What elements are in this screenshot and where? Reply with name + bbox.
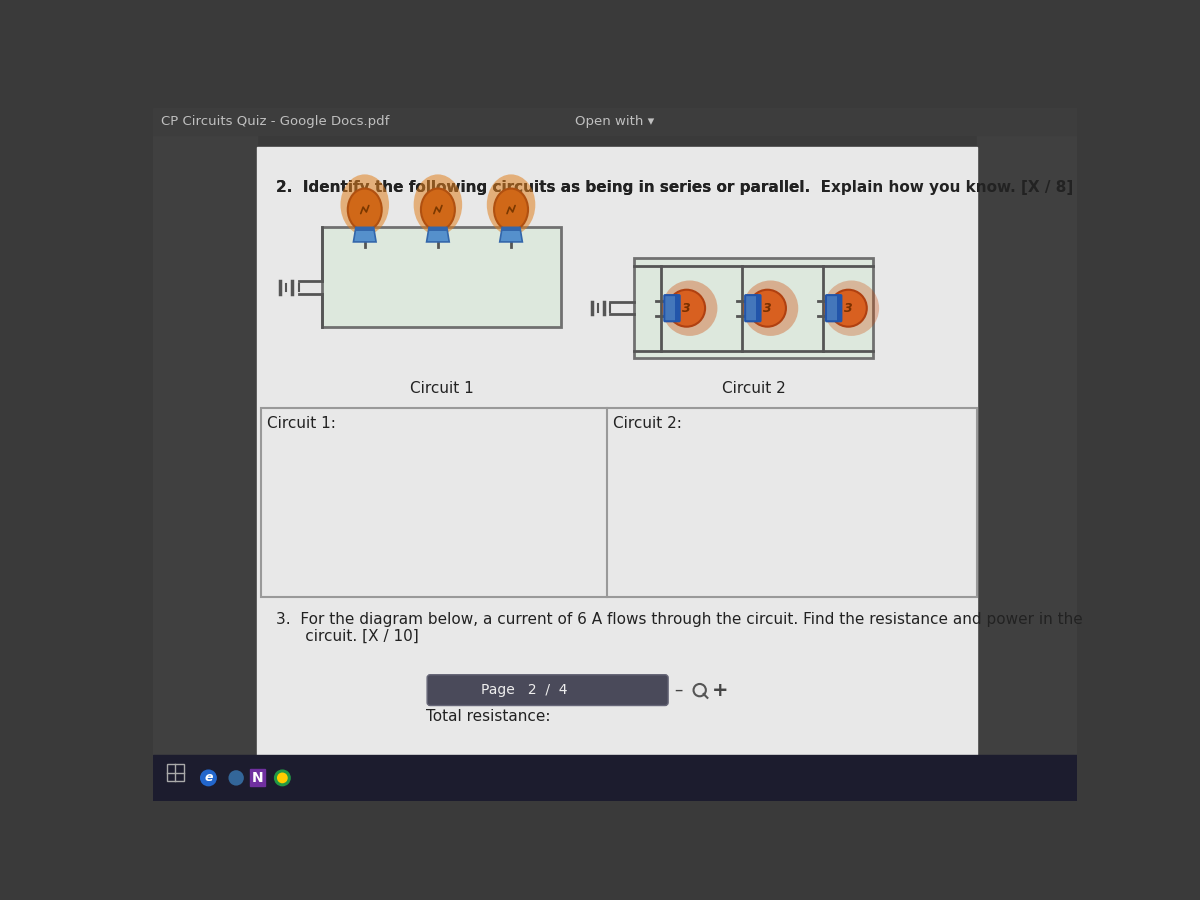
Bar <box>154 755 1078 801</box>
Bar <box>260 409 977 597</box>
Ellipse shape <box>494 188 528 230</box>
Text: Circuit 1: Circuit 1 <box>410 382 474 396</box>
Text: Open with ▾: Open with ▾ <box>575 115 655 128</box>
Bar <box>154 108 1078 135</box>
FancyBboxPatch shape <box>745 295 761 321</box>
Circle shape <box>200 770 217 787</box>
Text: –: – <box>674 681 683 699</box>
FancyBboxPatch shape <box>665 295 679 321</box>
Bar <box>756 296 760 320</box>
Text: Page   2  /  4: Page 2 / 4 <box>481 683 568 698</box>
Circle shape <box>830 290 866 327</box>
Circle shape <box>668 290 706 327</box>
Bar <box>257 147 977 762</box>
Polygon shape <box>430 228 446 230</box>
Polygon shape <box>426 228 449 242</box>
Circle shape <box>662 281 718 336</box>
Text: CP Circuits Quiz - Google Docs.pdf: CP Circuits Quiz - Google Docs.pdf <box>161 115 389 128</box>
Text: +: + <box>713 680 728 699</box>
Bar <box>250 769 265 786</box>
Text: circuit. [X / 10]: circuit. [X / 10] <box>276 629 419 644</box>
Text: Circuit 1:: Circuit 1: <box>266 416 336 431</box>
Circle shape <box>749 290 786 327</box>
Text: e: e <box>204 771 212 785</box>
Ellipse shape <box>414 175 462 235</box>
Text: Circuit 2:: Circuit 2: <box>613 416 683 431</box>
Text: 3.  For the diagram below, a current of 6 A flows through the circuit. Find the : 3. For the diagram below, a current of 6… <box>276 612 1082 627</box>
Bar <box>154 135 257 801</box>
Ellipse shape <box>487 175 535 235</box>
Text: 3: 3 <box>844 302 853 315</box>
Ellipse shape <box>341 175 389 235</box>
Text: N: N <box>252 771 264 785</box>
Text: 3: 3 <box>763 302 772 315</box>
Polygon shape <box>356 228 373 230</box>
Circle shape <box>277 772 288 783</box>
Polygon shape <box>502 228 520 230</box>
Polygon shape <box>499 228 522 242</box>
Text: Circuit 2: Circuit 2 <box>721 382 786 396</box>
Bar <box>323 228 562 328</box>
Text: 3: 3 <box>683 302 691 315</box>
Circle shape <box>274 770 290 787</box>
Bar <box>167 764 184 781</box>
Bar <box>977 135 1078 801</box>
Circle shape <box>743 281 798 336</box>
Bar <box>676 296 679 320</box>
Bar <box>635 258 872 358</box>
FancyBboxPatch shape <box>427 675 668 706</box>
Bar <box>836 296 841 320</box>
Circle shape <box>228 770 244 786</box>
Circle shape <box>823 281 880 336</box>
Ellipse shape <box>421 188 455 230</box>
Text: 2.  Identify the following circuits as being in series or parallel.  Explain how: 2. Identify the following circuits as be… <box>276 180 1074 194</box>
Text: 2.  Identify the following circuits as being in series or parallel.  Explain how: 2. Identify the following circuits as be… <box>276 180 1074 194</box>
FancyBboxPatch shape <box>826 295 841 321</box>
Text: 2.  Identify the following circuits as being in series or parallel.: 2. Identify the following circuits as be… <box>276 180 821 194</box>
Polygon shape <box>354 228 376 242</box>
Ellipse shape <box>348 188 382 230</box>
Text: Total resistance:: Total resistance: <box>426 708 551 724</box>
